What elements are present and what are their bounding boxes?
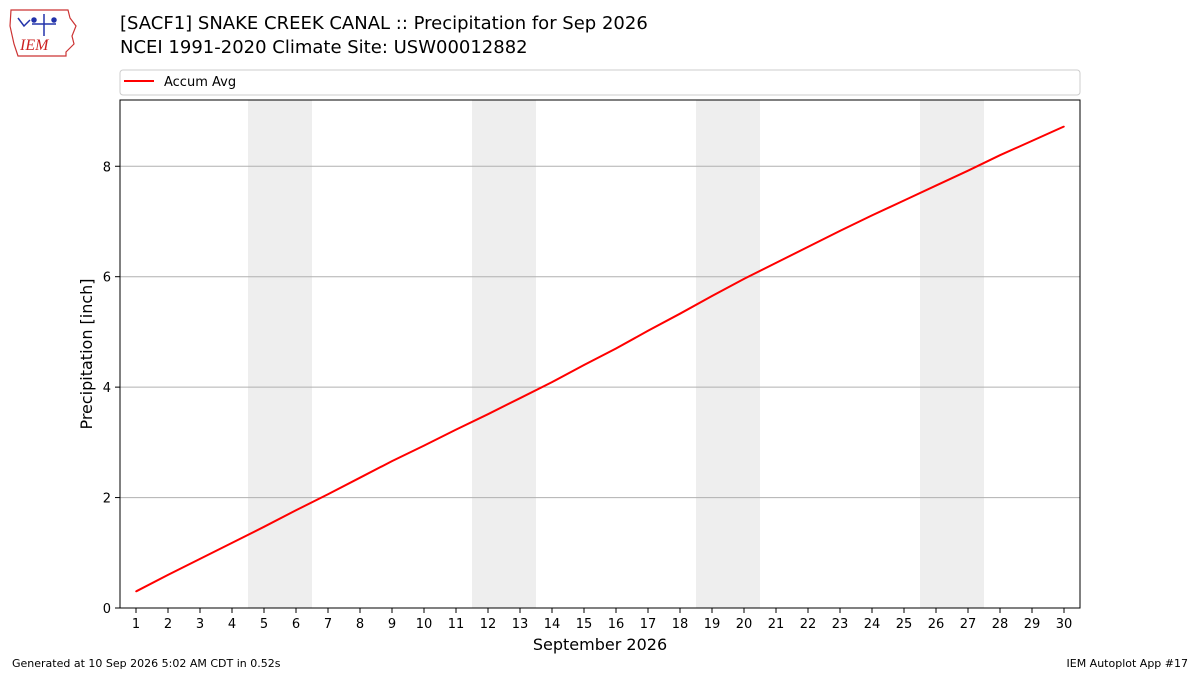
data-point-day-30 <box>1063 125 1065 128</box>
weather-station-icon <box>17 14 57 36</box>
y-axis-ticks: 0 2 4 6 8 <box>103 160 120 617</box>
x-tick-label-15: 15 <box>576 617 593 632</box>
y-tick-label-6: 6 <box>103 271 111 286</box>
weekend-shading <box>248 100 984 608</box>
data-point-day-8 <box>359 476 361 479</box>
data-point-day-24 <box>871 214 873 217</box>
footer-generated: Generated at 10 Sep 2026 5:02 AM CDT in … <box>12 657 281 670</box>
x-tick-label-18: 18 <box>672 617 689 632</box>
data-point-day-20 <box>743 278 745 280</box>
x-tick-label-29: 29 <box>1024 617 1041 632</box>
x-axis-ticks: 1 2 3 4 5 6 7 8 9 10 11 12 13 14 15 16 17 18 19 20 21 22 23 24 2… <box>132 608 1072 632</box>
footer-app: IEM Autoplot App #17 <box>1066 657 1189 670</box>
chart-subtitle: NCEI 1991-2020 Climate Site: USW00012882 <box>120 37 528 58</box>
data-point-day-9 <box>391 460 393 462</box>
x-tick-label-9: 9 <box>388 617 396 632</box>
data-point-day-1 <box>135 590 137 593</box>
data-point-day-25 <box>903 199 905 202</box>
data-point-day-18 <box>679 312 681 315</box>
data-point-day-23 <box>839 230 841 232</box>
data-point-day-17 <box>647 330 649 332</box>
data-point-day-10 <box>423 444 425 447</box>
data-point-day-22 <box>807 246 809 248</box>
x-tick-label-10: 10 <box>416 617 433 632</box>
x-tick-label-8: 8 <box>356 617 364 632</box>
data-point-day-3 <box>199 558 201 560</box>
data-point-day-26 <box>935 184 937 187</box>
data-point-day-27 <box>967 169 969 172</box>
y-tick-label-0: 0 <box>103 602 111 617</box>
x-tick-label-4: 4 <box>228 617 236 632</box>
x-tick-label-12: 12 <box>480 617 497 632</box>
x-tick-label-16: 16 <box>608 617 625 632</box>
data-point-day-6 <box>295 509 297 512</box>
weekend-band-3 <box>696 100 760 608</box>
data-point-day-28 <box>999 154 1001 157</box>
x-tick-label-24: 24 <box>864 617 881 632</box>
x-tick-label-27: 27 <box>960 617 977 632</box>
data-point-day-29 <box>1031 140 1033 142</box>
x-tick-label-25: 25 <box>896 617 913 632</box>
data-point-day-2 <box>167 574 169 576</box>
x-tick-label-3: 3 <box>196 617 204 632</box>
legend: Accum Avg <box>119 69 1081 96</box>
x-tick-label-7: 7 <box>324 617 332 632</box>
chart-title: [SACF1] SNAKE CREEK CANAL :: Precipitati… <box>120 13 648 34</box>
x-tick-label-30: 30 <box>1056 617 1073 632</box>
y-tick-label-8: 8 <box>103 160 111 175</box>
y-gridlines <box>120 165 1080 499</box>
y-tick-label-4: 4 <box>103 381 111 396</box>
data-point-day-4 <box>231 542 233 544</box>
x-tick-label-17: 17 <box>640 617 657 632</box>
data-point-day-12 <box>487 413 489 415</box>
iem-logo: IEM <box>9 9 77 57</box>
x-tick-label-11: 11 <box>448 617 465 632</box>
data-point-day-15 <box>583 364 585 366</box>
x-tick-label-19: 19 <box>704 617 721 632</box>
weekend-band-4 <box>920 100 984 608</box>
data-point-day-7 <box>327 493 329 496</box>
weekend-band-2 <box>472 100 536 608</box>
data-point-day-5 <box>263 526 265 528</box>
x-tick-label-22: 22 <box>800 617 817 632</box>
y-tick-label-2: 2 <box>103 492 111 507</box>
legend-box <box>119 69 1081 96</box>
weekend-band-1 <box>248 100 312 608</box>
x-tick-label-6: 6 <box>292 617 300 632</box>
data-point-day-13 <box>519 397 521 399</box>
data-point-day-21 <box>775 262 777 264</box>
x-tick-label-13: 13 <box>512 617 529 632</box>
x-axis-label: September 2026 <box>533 635 667 654</box>
x-tick-label-28: 28 <box>992 617 1009 632</box>
series-line-accum-avg <box>135 125 1065 593</box>
x-tick-label-20: 20 <box>736 617 753 632</box>
series-lines <box>135 125 1065 593</box>
data-point-day-16 <box>615 347 617 350</box>
y-axis-label: Precipitation [inch] <box>77 278 96 429</box>
x-tick-label-23: 23 <box>832 617 849 632</box>
plot-area-frame <box>119 99 1081 609</box>
x-tick-label-5: 5 <box>260 617 268 632</box>
x-tick-label-14: 14 <box>544 617 561 632</box>
x-tick-label-26: 26 <box>928 617 945 632</box>
x-tick-label-2: 2 <box>164 617 172 632</box>
data-point-day-11 <box>455 428 457 431</box>
data-point-day-19 <box>711 295 713 297</box>
iowa-outline <box>9 9 77 57</box>
data-point-day-14 <box>551 381 553 383</box>
x-tick-label-21: 21 <box>768 617 785 632</box>
legend-label-accum-avg: Accum Avg <box>164 75 236 90</box>
logo-text: IEM <box>19 37 50 54</box>
x-tick-label-1: 1 <box>132 617 140 632</box>
